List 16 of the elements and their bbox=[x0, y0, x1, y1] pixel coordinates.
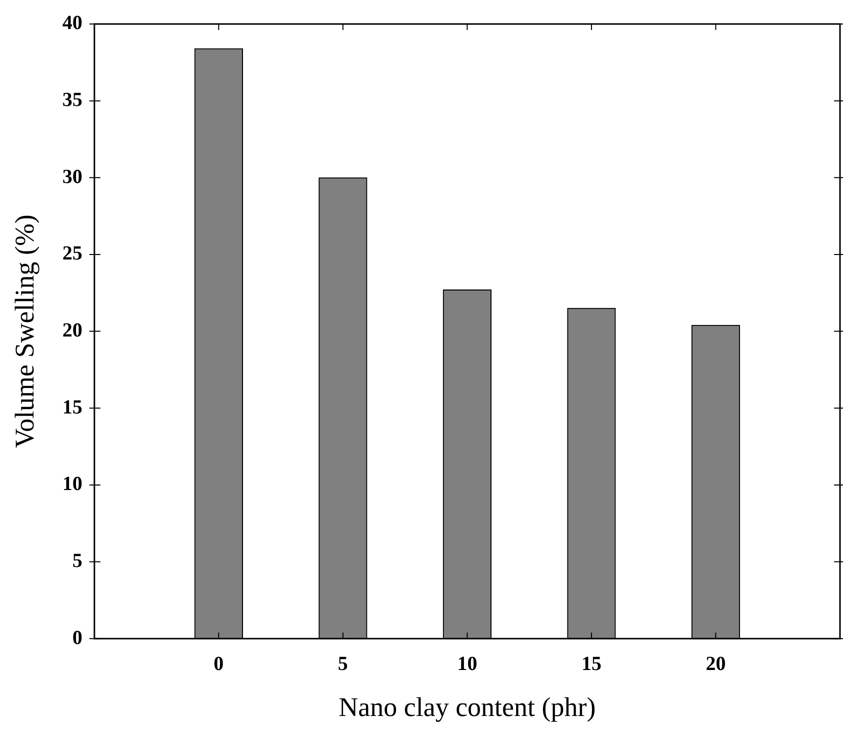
x-tick-label: 5 bbox=[338, 652, 348, 675]
y-tick-label: 10 bbox=[62, 473, 82, 496]
x-tick-label: 15 bbox=[581, 652, 602, 675]
y-tick-label: 35 bbox=[62, 88, 82, 111]
x-tick-label: 0 bbox=[214, 652, 224, 675]
y-tick-label: 0 bbox=[72, 626, 82, 649]
x-tick-label: 10 bbox=[457, 652, 478, 675]
y-tick-label: 20 bbox=[62, 319, 82, 342]
y-tick-label: 40 bbox=[62, 12, 82, 34]
y-axis-title: Volume Swelling (%) bbox=[9, 214, 40, 448]
y-tick-label: 5 bbox=[72, 550, 82, 572]
y-tick-label: 15 bbox=[62, 396, 82, 418]
y-tick-label: 25 bbox=[62, 242, 82, 265]
x-tick-label: 20 bbox=[706, 652, 726, 675]
y-tick-label: 30 bbox=[62, 166, 82, 188]
x-axis-title: Nano clay content (phr) bbox=[338, 692, 596, 722]
